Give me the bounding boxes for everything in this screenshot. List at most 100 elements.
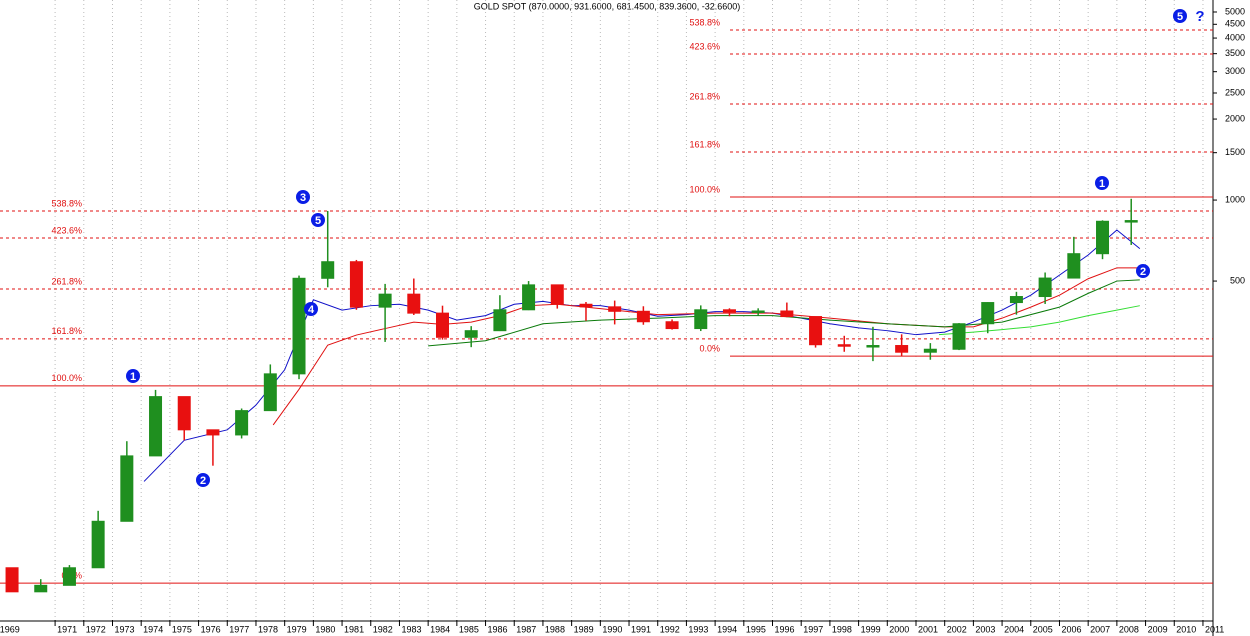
candle-body xyxy=(608,306,622,312)
x-tick-label: 1988 xyxy=(545,624,565,634)
y-tick-label: 4500 xyxy=(1225,19,1245,29)
x-tick-label: 1998 xyxy=(832,624,852,634)
x-tick-label: 1986 xyxy=(488,624,508,634)
candle-body xyxy=(522,284,536,311)
y-tick-label: 1500 xyxy=(1225,147,1245,157)
x-tick-label: 2010 xyxy=(1176,624,1196,634)
x-tick-label: 2007 xyxy=(1090,624,1110,634)
wave-marker xyxy=(296,190,310,204)
fib-label: 423.6% xyxy=(689,41,720,51)
candle-body xyxy=(694,309,708,330)
x-tick-label: 1983 xyxy=(401,624,421,634)
x-tick-label: 1969 xyxy=(0,624,20,634)
x-tick-label: 2002 xyxy=(947,624,967,634)
wave-label: 5 xyxy=(1177,11,1183,23)
fib-label: 538.8% xyxy=(689,17,720,27)
y-tick-label: 1000 xyxy=(1225,194,1245,204)
wave-marker xyxy=(196,473,210,487)
x-tick-label: 1994 xyxy=(717,624,737,634)
wave-marker xyxy=(304,302,318,316)
wave-marker xyxy=(126,369,140,383)
candle-body xyxy=(292,277,306,375)
x-tick-label: 1999 xyxy=(861,624,881,634)
x-tick-label: 1972 xyxy=(86,624,106,634)
x-tick-label: 1978 xyxy=(258,624,278,634)
candle-body xyxy=(722,309,736,313)
x-tick-label: 1975 xyxy=(172,624,192,634)
candle-body xyxy=(923,348,937,353)
candle-body xyxy=(378,293,392,308)
candle-body xyxy=(321,261,335,279)
chart-title: GOLD SPOT (870.0000, 931.6000, 681.4500,… xyxy=(474,1,741,11)
candle-body xyxy=(550,284,564,305)
x-tick-label: 1993 xyxy=(688,624,708,634)
x-tick-label: 1979 xyxy=(287,624,307,634)
candle-body xyxy=(665,321,679,330)
candle-body xyxy=(177,396,191,431)
x-tick-label: 1997 xyxy=(803,624,823,634)
x-tick-label: 2000 xyxy=(889,624,909,634)
fib-label: 100.0% xyxy=(51,373,82,383)
candle-body xyxy=(1038,277,1052,298)
x-tick-label: 1992 xyxy=(660,624,680,634)
x-tick-label: 1991 xyxy=(631,624,651,634)
x-tick-label: 2008 xyxy=(1119,624,1139,634)
candle-body xyxy=(263,373,277,412)
candle-body xyxy=(895,345,909,353)
x-tick-label: 1989 xyxy=(574,624,594,634)
x-tick-label: 1985 xyxy=(459,624,479,634)
wave-label: 2 xyxy=(200,475,206,487)
y-tick-label: 3000 xyxy=(1225,66,1245,76)
candle-body xyxy=(34,584,48,593)
x-tick-label: 1990 xyxy=(602,624,622,634)
candle-body xyxy=(1124,220,1138,223)
candle-body xyxy=(952,323,966,350)
candle-body xyxy=(1096,220,1110,255)
y-tick-label: 2500 xyxy=(1225,87,1245,97)
x-tick-label: 2003 xyxy=(975,624,995,634)
candle-body xyxy=(149,396,163,457)
wave-label: 1 xyxy=(130,371,136,383)
candle-body xyxy=(1009,296,1023,304)
candle-body xyxy=(809,316,823,346)
y-tick-label: 3500 xyxy=(1225,48,1245,58)
fib-label: 538.8% xyxy=(51,198,82,208)
x-tick-label: 2011 xyxy=(1205,624,1224,634)
x-tick-label: 2006 xyxy=(1061,624,1081,634)
fib-label: 161.8% xyxy=(689,139,720,149)
x-tick-label: 1973 xyxy=(114,624,134,634)
x-tick-label: 2009 xyxy=(1148,624,1168,634)
wave-marker xyxy=(311,213,325,227)
candle-body xyxy=(91,520,105,569)
candle-body xyxy=(579,303,593,308)
candle-body xyxy=(493,309,507,332)
candle-body xyxy=(120,455,134,522)
candle-body xyxy=(751,310,765,313)
fib-label: 261.8% xyxy=(689,91,720,101)
x-tick-label: 1980 xyxy=(315,624,335,634)
candle-body xyxy=(62,567,76,586)
wave-label: ? xyxy=(1195,8,1204,25)
candle-body xyxy=(780,310,794,318)
x-tick-label: 1976 xyxy=(201,624,221,634)
fib-label: 423.6% xyxy=(51,225,82,235)
wave-marker xyxy=(1136,264,1150,278)
x-tick-label: 1977 xyxy=(229,624,249,634)
fib-label: 0.0% xyxy=(699,344,720,354)
x-tick-label: 1974 xyxy=(143,624,163,634)
x-tick-label: 2001 xyxy=(918,624,938,634)
fib-label: 100.0% xyxy=(689,184,720,194)
y-tick-label: 4000 xyxy=(1225,32,1245,42)
candle-body xyxy=(866,345,880,348)
candle-body xyxy=(349,261,363,308)
candle-body xyxy=(636,310,650,323)
moving-average xyxy=(428,279,1140,347)
x-tick-label: 1995 xyxy=(746,624,766,634)
x-tick-label: 1981 xyxy=(344,624,364,634)
x-tick-label: 1971 xyxy=(57,624,77,634)
wave-label: 4 xyxy=(308,304,315,316)
candle-body xyxy=(1067,253,1081,279)
candle-body xyxy=(464,330,478,338)
